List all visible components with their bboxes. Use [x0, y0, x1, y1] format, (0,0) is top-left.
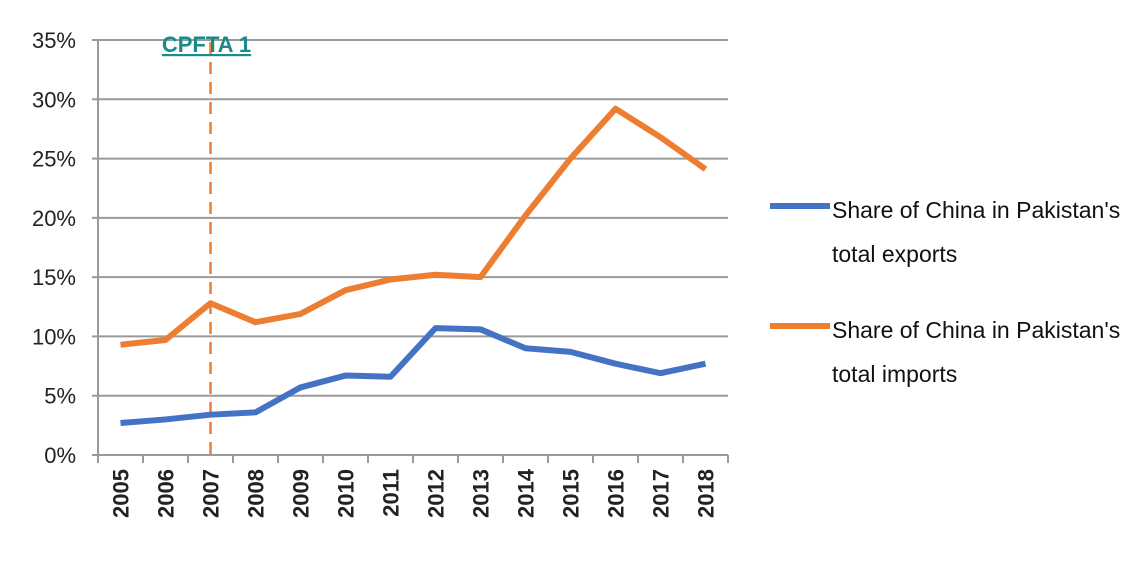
y-tick-label: 15% — [32, 265, 76, 290]
x-tick-label: 2015 — [559, 469, 584, 518]
annotation-label: CPFTA 1 — [162, 32, 251, 57]
x-tick-label: 2007 — [199, 469, 224, 518]
x-tick-label: 2013 — [469, 469, 494, 518]
x-tick-label: 2010 — [334, 469, 359, 518]
y-tick-label: 10% — [32, 324, 76, 349]
x-tick-label: 2014 — [514, 468, 539, 518]
x-tick-label: 2018 — [694, 469, 719, 518]
y-tick-label: 25% — [32, 147, 76, 172]
x-tick-label: 2017 — [649, 469, 674, 518]
legend-label: Share of China in Pakistan's total expor… — [832, 197, 1121, 267]
x-tick-label: 2008 — [244, 469, 269, 518]
series-line — [120, 105, 708, 348]
x-tick-label: 2009 — [289, 469, 314, 518]
y-tick-label: 20% — [32, 206, 76, 231]
x-tick-label: 2006 — [154, 469, 179, 518]
x-tick-label: 2005 — [109, 469, 134, 518]
y-tick-label: 30% — [32, 87, 76, 112]
x-tick-label: 2012 — [424, 469, 449, 518]
legend-label: Share of China in Pakistan's total impor… — [832, 317, 1121, 387]
y-tick-label: 5% — [44, 384, 76, 409]
x-tick-label: 2011 — [379, 469, 404, 517]
series-line — [120, 325, 707, 426]
x-tick-label: 2016 — [604, 469, 629, 518]
y-tick-label: 0% — [44, 443, 76, 468]
y-tick-label: 35% — [32, 28, 76, 53]
